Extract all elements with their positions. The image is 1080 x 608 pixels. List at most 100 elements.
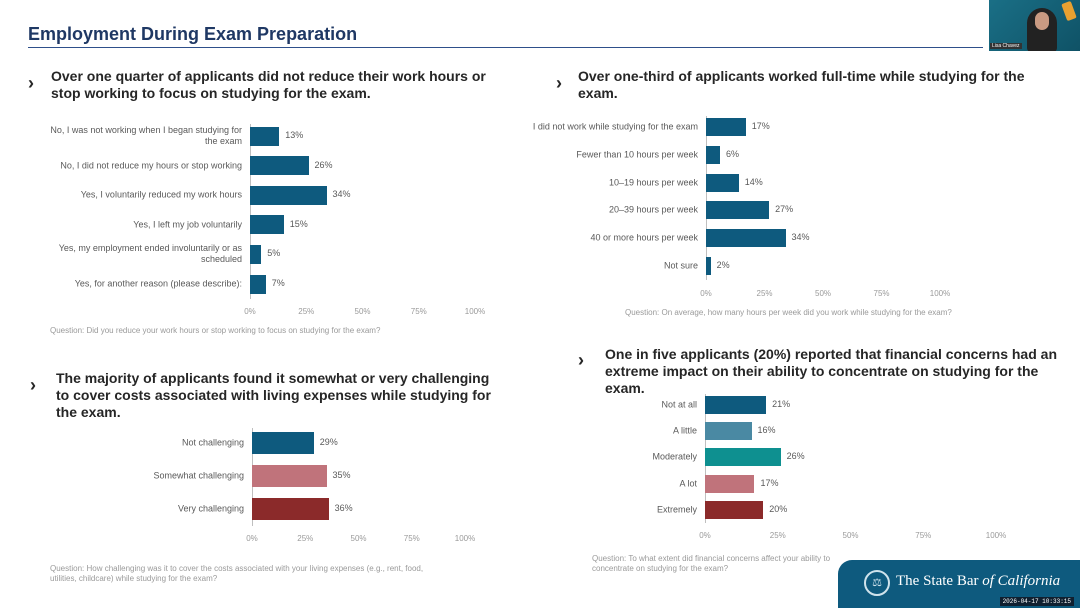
page-title: Employment During Exam Preparation bbox=[28, 24, 358, 44]
bar-category-label: Not challenging bbox=[181, 437, 244, 448]
panel-1-question: Question: Did you reduce your work hours… bbox=[50, 326, 381, 335]
bar bbox=[252, 465, 327, 487]
bar-category-label: Somewhat challenging bbox=[153, 470, 244, 481]
panel-4-heading: One in five applicants (20%) reported th… bbox=[605, 346, 1057, 396]
axis-tick-label: 100% bbox=[929, 289, 951, 298]
bar-category-label: A lot bbox=[679, 478, 697, 489]
axis-tick-label: 0% bbox=[246, 534, 258, 543]
bar bbox=[705, 500, 764, 519]
bar-value-label: 34% bbox=[791, 232, 810, 243]
bar-category-label: 10–19 hours per week bbox=[608, 177, 698, 188]
video-feed[interactable]: Lisa Chavez bbox=[989, 0, 1080, 51]
axis-tick-label: 75% bbox=[873, 289, 890, 298]
bar-value-label: 15% bbox=[289, 218, 308, 229]
bar-category-label: Moderately bbox=[652, 451, 697, 462]
bar-value-label: 17% bbox=[751, 121, 770, 131]
panel-2-heading: Over one-third of applicants worked full… bbox=[578, 68, 1025, 101]
bar-category-label: A little bbox=[672, 425, 697, 436]
bar-category-label: Yes, I left my job voluntarily bbox=[133, 219, 242, 230]
bar bbox=[250, 126, 280, 146]
panel-3-question: Question: How challenging was it to cove… bbox=[50, 564, 424, 583]
bar-value-label: 20% bbox=[769, 503, 788, 514]
panel-1-heading: Over one quarter of applicants did not r… bbox=[51, 68, 486, 101]
panel-2-question: Question: On average, how many hours per… bbox=[625, 308, 952, 317]
axis-tick-label: 25% bbox=[769, 531, 786, 540]
axis-tick-label: 75% bbox=[915, 531, 932, 540]
axis-tick-label: 100% bbox=[454, 534, 476, 543]
bar-category-label: Not at all bbox=[661, 399, 697, 410]
bar bbox=[705, 474, 755, 493]
bar bbox=[706, 257, 711, 275]
bar-value-label: 6% bbox=[726, 148, 740, 159]
bar bbox=[706, 229, 786, 248]
bar bbox=[250, 156, 309, 176]
bar-category-label: Yes, my employment ended involuntarily o… bbox=[58, 243, 242, 265]
bar-category-label: Fewer than 10 hours per week bbox=[576, 149, 698, 160]
brand-text: The State Bar bbox=[896, 573, 983, 589]
bar bbox=[706, 118, 746, 136]
axis-tick-label: 75% bbox=[403, 534, 420, 543]
bar bbox=[706, 201, 770, 220]
bar bbox=[705, 396, 767, 414]
bar-value-label: 2% bbox=[716, 260, 730, 270]
bar bbox=[250, 244, 262, 264]
bar-value-label: 16% bbox=[757, 425, 776, 436]
chevron-right-icon: › bbox=[30, 375, 36, 395]
axis-tick-label: 0% bbox=[244, 307, 256, 316]
bar-value-label: 34% bbox=[332, 189, 351, 200]
axis-tick-label: 100% bbox=[464, 307, 486, 316]
axis-tick-label: 50% bbox=[842, 531, 859, 540]
axis-tick-label: 75% bbox=[410, 307, 427, 316]
title-divider bbox=[28, 47, 983, 48]
bar-category-label: Yes, I voluntarily reduced my work hours bbox=[80, 189, 242, 200]
brand-name: The State Bar of California bbox=[896, 573, 1060, 590]
bar-value-label: 36% bbox=[334, 503, 353, 513]
bar-category-label: I did not work while studying for the ex… bbox=[532, 121, 698, 132]
bar-value-label: 35% bbox=[332, 470, 351, 480]
chevron-right-icon: › bbox=[556, 73, 562, 93]
california-logo-icon bbox=[1061, 0, 1077, 22]
chevron-right-icon: › bbox=[578, 350, 584, 370]
bar bbox=[705, 448, 781, 467]
bar-value-label: 27% bbox=[775, 204, 794, 215]
timestamp: 2026-04-17 10:33:15 bbox=[999, 597, 1074, 606]
bar-value-label: 17% bbox=[760, 477, 779, 488]
axis-tick-label: 0% bbox=[700, 289, 712, 298]
panel-4-question: Question: To what extent did financial c… bbox=[592, 554, 831, 573]
bar-category-label: 20–39 hours per week bbox=[608, 204, 698, 215]
participant-name: Lisa Chavez bbox=[990, 43, 1022, 49]
bar-value-label: 26% bbox=[314, 159, 333, 170]
brand-text-italic: of California bbox=[982, 573, 1061, 589]
axis-tick-label: 0% bbox=[699, 531, 711, 540]
bar-category-label: Yes, for another reason (please describe… bbox=[74, 278, 242, 289]
bar bbox=[252, 498, 329, 520]
bar bbox=[252, 432, 314, 454]
bar-category-label: Not sure bbox=[663, 260, 698, 271]
chevron-right-icon: › bbox=[28, 73, 34, 93]
state-bar-banner: ⚖ The State Bar of California 2026-04-17… bbox=[838, 560, 1080, 608]
axis-tick-label: 50% bbox=[814, 289, 832, 298]
participant-face bbox=[1035, 12, 1049, 30]
axis-tick-label: 25% bbox=[756, 289, 773, 298]
axis-tick-label: 25% bbox=[297, 534, 314, 543]
state-bar-seal-icon: ⚖ bbox=[864, 570, 890, 596]
bar-category-label: No, I did not reduce my hours or stop wo… bbox=[60, 160, 242, 171]
bar-value-label: 26% bbox=[786, 451, 805, 462]
bar bbox=[250, 274, 266, 294]
panel-3-heading: The majority of applicants found it some… bbox=[56, 370, 491, 420]
bar-category-label: 40 or more hours per week bbox=[590, 232, 698, 243]
chart-axis bbox=[706, 116, 707, 280]
axis-tick-label: 50% bbox=[350, 534, 367, 543]
bar bbox=[706, 145, 721, 164]
bar-value-label: 7% bbox=[271, 278, 285, 288]
bar-value-label: 5% bbox=[267, 248, 281, 259]
bar-category-label: No, I was not working when I began study… bbox=[50, 125, 242, 146]
axis-tick-label: 50% bbox=[354, 307, 371, 316]
bar-value-label: 21% bbox=[772, 399, 791, 409]
chart-axis bbox=[250, 124, 251, 299]
axis-tick-label: 100% bbox=[985, 531, 1007, 540]
bar-value-label: 13% bbox=[285, 130, 304, 140]
axis-tick-label: 25% bbox=[298, 307, 315, 316]
bar bbox=[250, 215, 284, 235]
bar-category-label: Extremely bbox=[656, 504, 697, 515]
